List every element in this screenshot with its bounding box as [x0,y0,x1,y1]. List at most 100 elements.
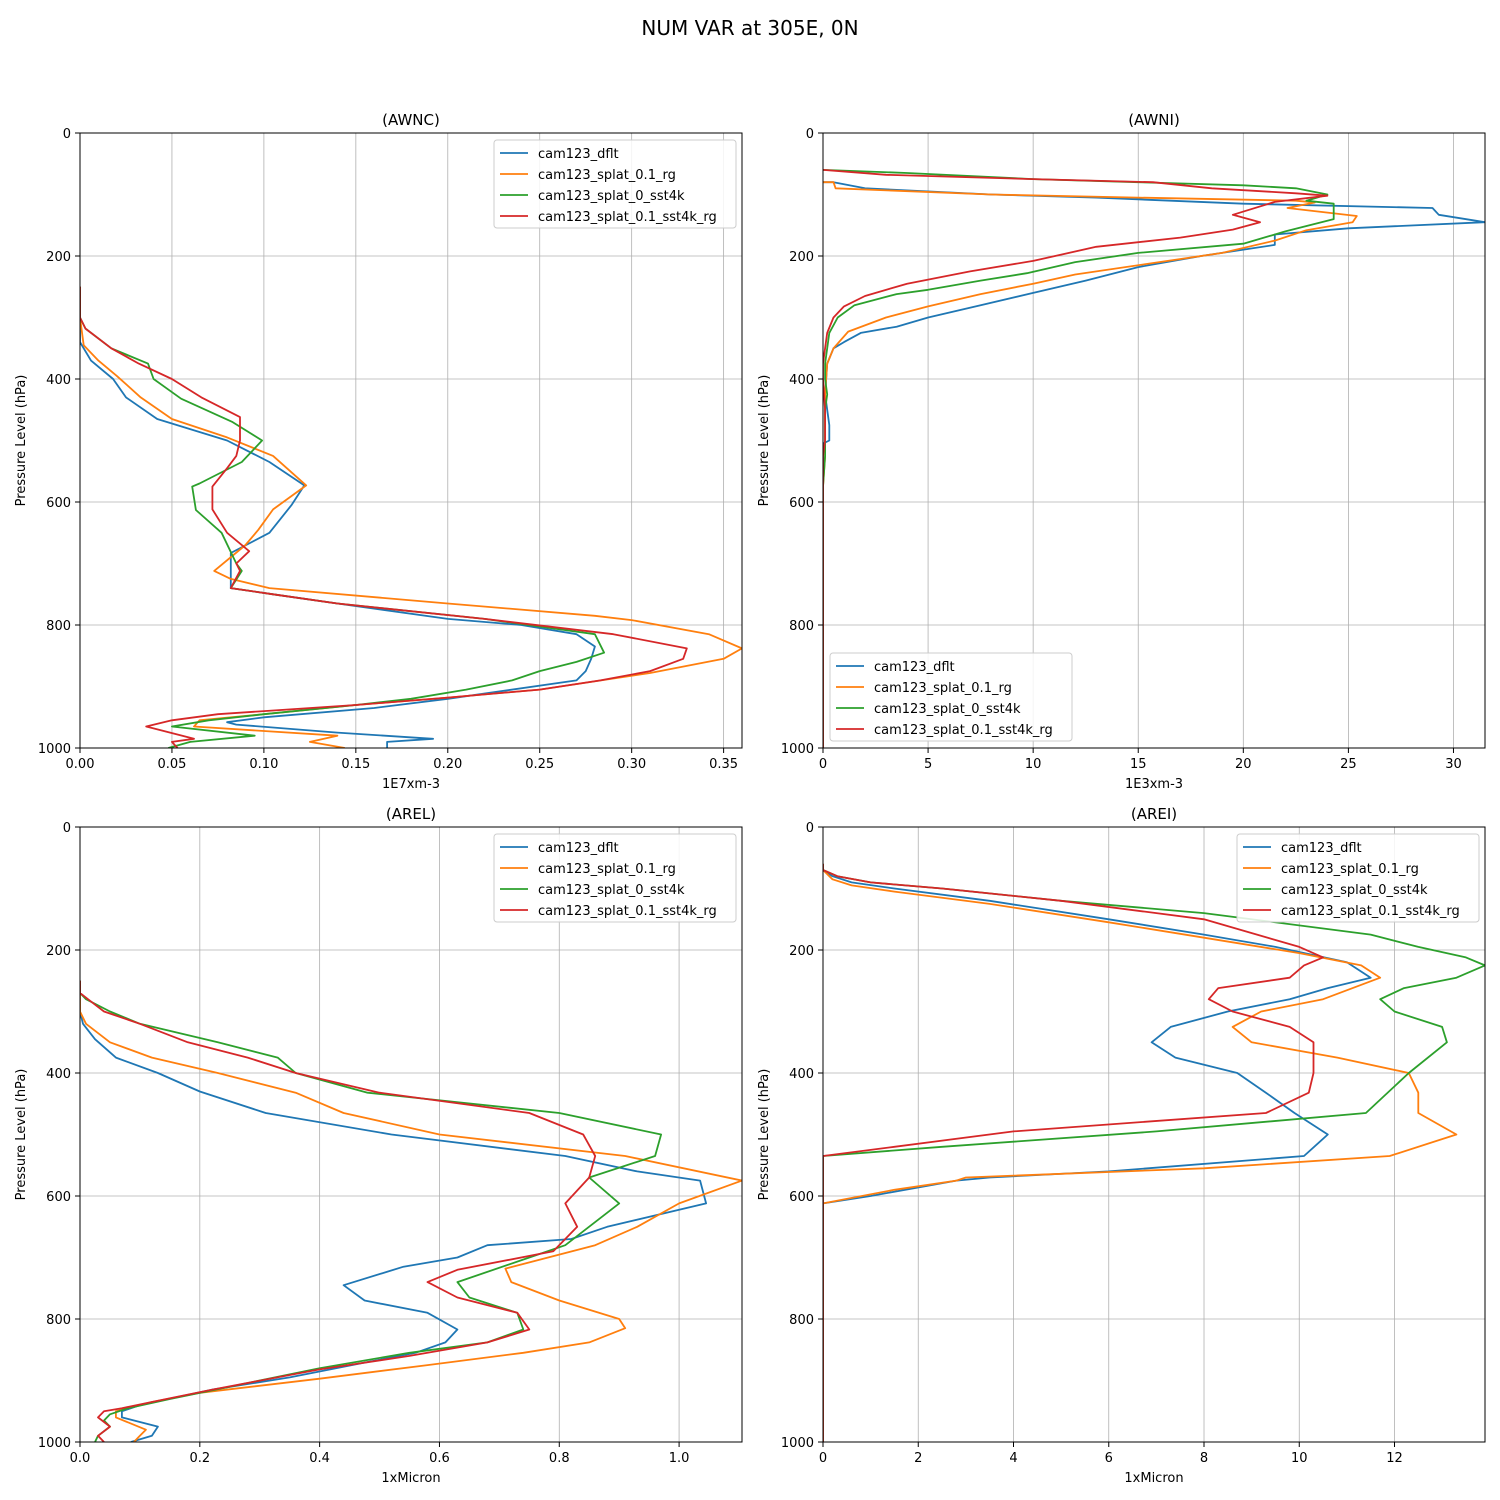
legend-box [493,833,737,923]
x-axis-label: 1xMicron [1124,1471,1183,1486]
x-tick-label: 6 [1105,1451,1113,1466]
legend-box [829,652,1073,742]
subplot-title: (AWNI) [1128,111,1180,129]
y-tick-label: 800 [46,619,71,634]
y-axis-label: Pressure Level (hPa) [14,375,29,507]
legend-label: cam123_dflt [874,660,955,675]
x-tick-label: 10 [1025,757,1042,772]
legend-label: cam123_splat_0.1_rg [874,681,1012,696]
x-tick-label: 0.00 [66,757,95,772]
y-axis-label: Pressure Level (hPa) [14,1069,29,1201]
y-tick-label: 200 [789,250,814,265]
x-tick-label: 0.15 [341,757,370,772]
y-tick-label: 1000 [38,1436,71,1451]
y-tick-label: 400 [789,373,814,388]
y-tick-label: 400 [789,1067,814,1082]
subplot-title: (AREI) [1131,805,1177,823]
series-line-2 [80,980,742,1442]
x-tick-label: 0.0 [70,1451,91,1466]
panel-awni: 0 5 10 15 20 25 30 0 200 400 600 800 1000 (AWNI) 1E3xm… [757,111,1486,792]
x-tick-label: 25 [1340,757,1357,772]
series-line-4 [823,169,1329,748]
plot-frame [79,826,743,1443]
y-tick-label: 0 [63,821,71,836]
series-line-3 [80,286,605,748]
y-tick-label: 600 [46,1190,71,1205]
x-tick-label: 30 [1445,757,1462,772]
y-tick-label: 800 [46,1313,71,1328]
y-tick-label: 400 [46,1067,71,1082]
series-line-3 [80,980,662,1442]
legend-label: cam123_splat_0.1_sst4k_rg [874,723,1053,738]
y-tick-label: 200 [46,250,71,265]
legend-label: cam123_dflt [538,841,619,856]
x-tick-label: 0.30 [617,757,646,772]
series-line-2 [80,286,742,748]
series-line-3 [823,169,1335,748]
x-tick-label: 20 [1235,757,1252,772]
x-tick-label: 2 [914,1451,922,1466]
plot-frame [822,132,1486,749]
y-tick-label: 800 [789,619,814,634]
x-axis-label: 1E3xm-3 [1125,777,1183,792]
legend: cam123_dflt cam123_splat_0.1_rg cam123_spl… [829,652,1073,742]
x-tick-label: 0.2 [189,1451,210,1466]
x-tick-label: 0.6 [429,1451,450,1466]
x-tick-label: 0.35 [709,757,738,772]
panel-arei: 0 2 4 6 8 10 12 0 200 400 600 800 1000 (AREI) 1xMicron… [757,805,1486,1486]
y-tick-label: 0 [63,127,71,142]
x-tick-label: 0.05 [157,757,186,772]
legend-label: cam123_splat_0.1_rg [538,168,676,183]
panel-awnc: 0.00 0.05 0.10 0.15 0.20 0.25 0.30 0.35 0 200 400 6… [14,111,743,792]
figure-title: NUM VAR at 305E, 0N [641,16,859,40]
plot-frame [822,826,1486,1443]
x-tick-label: 8 [1200,1451,1208,1466]
y-tick-label: 1000 [38,742,71,757]
x-tick-label: 10 [1291,1451,1308,1466]
x-axis-label: 1E7xm-3 [382,777,440,792]
y-axis-label: Pressure Level (hPa) [757,1069,772,1201]
y-tick-label: 600 [789,1190,814,1205]
y-tick-label: 800 [789,1313,814,1328]
x-tick-label: 0.4 [309,1451,330,1466]
x-tick-label: 0.10 [249,757,278,772]
legend-label: cam123_splat_0.1_sst4k_rg [538,210,717,225]
x-axis-label: 1xMicron [381,1471,440,1486]
legend-box [493,139,737,229]
series-line-4 [80,980,597,1442]
x-tick-label: 5 [924,757,932,772]
series-line-4 [823,863,1324,1442]
y-tick-label: 0 [806,821,814,836]
legend-label: cam123_splat_0.1_rg [1281,862,1419,877]
legend-label: cam123_splat_0_sst4k [1281,883,1428,898]
series-line-4 [80,286,688,748]
subplot-title: (AREL) [386,805,436,823]
legend-label: cam123_splat_0.1_sst4k_rg [1281,904,1460,919]
y-tick-label: 400 [46,373,71,388]
x-tick-label: 0 [819,1451,827,1466]
legend: cam123_dflt cam123_splat_0.1_rg cam123_spl… [493,139,737,229]
legend-label: cam123_splat_0.1_sst4k_rg [538,904,717,919]
legend-label: cam123_splat_0_sst4k [538,883,685,898]
x-tick-label: 1.0 [669,1451,690,1466]
x-tick-label: 4 [1009,1451,1017,1466]
series-line-2 [823,863,1458,1442]
y-tick-label: 200 [789,944,814,959]
legend-label: cam123_splat_0.1_rg [538,862,676,877]
x-tick-label: 0.20 [433,757,462,772]
y-tick-label: 1000 [781,742,814,757]
legend-label: cam123_splat_0_sst4k [538,189,685,204]
series-line-1 [80,286,596,748]
legend: cam123_dflt cam123_splat_0.1_rg cam123_spl… [1236,833,1480,923]
plot-frame [79,132,743,749]
legend-label: cam123_dflt [538,147,619,162]
y-tick-label: 600 [46,496,71,511]
series-line-3 [823,863,1485,1442]
y-axis-label: Pressure Level (hPa) [757,375,772,507]
x-tick-label: 15 [1130,757,1147,772]
y-tick-label: 600 [789,496,814,511]
y-tick-label: 0 [806,127,814,142]
panel-arel: 0.0 0.2 0.4 0.6 0.8 1.0 0 200 400 600 800 1000 (AREL… [14,805,743,1486]
legend-box [1236,833,1480,923]
